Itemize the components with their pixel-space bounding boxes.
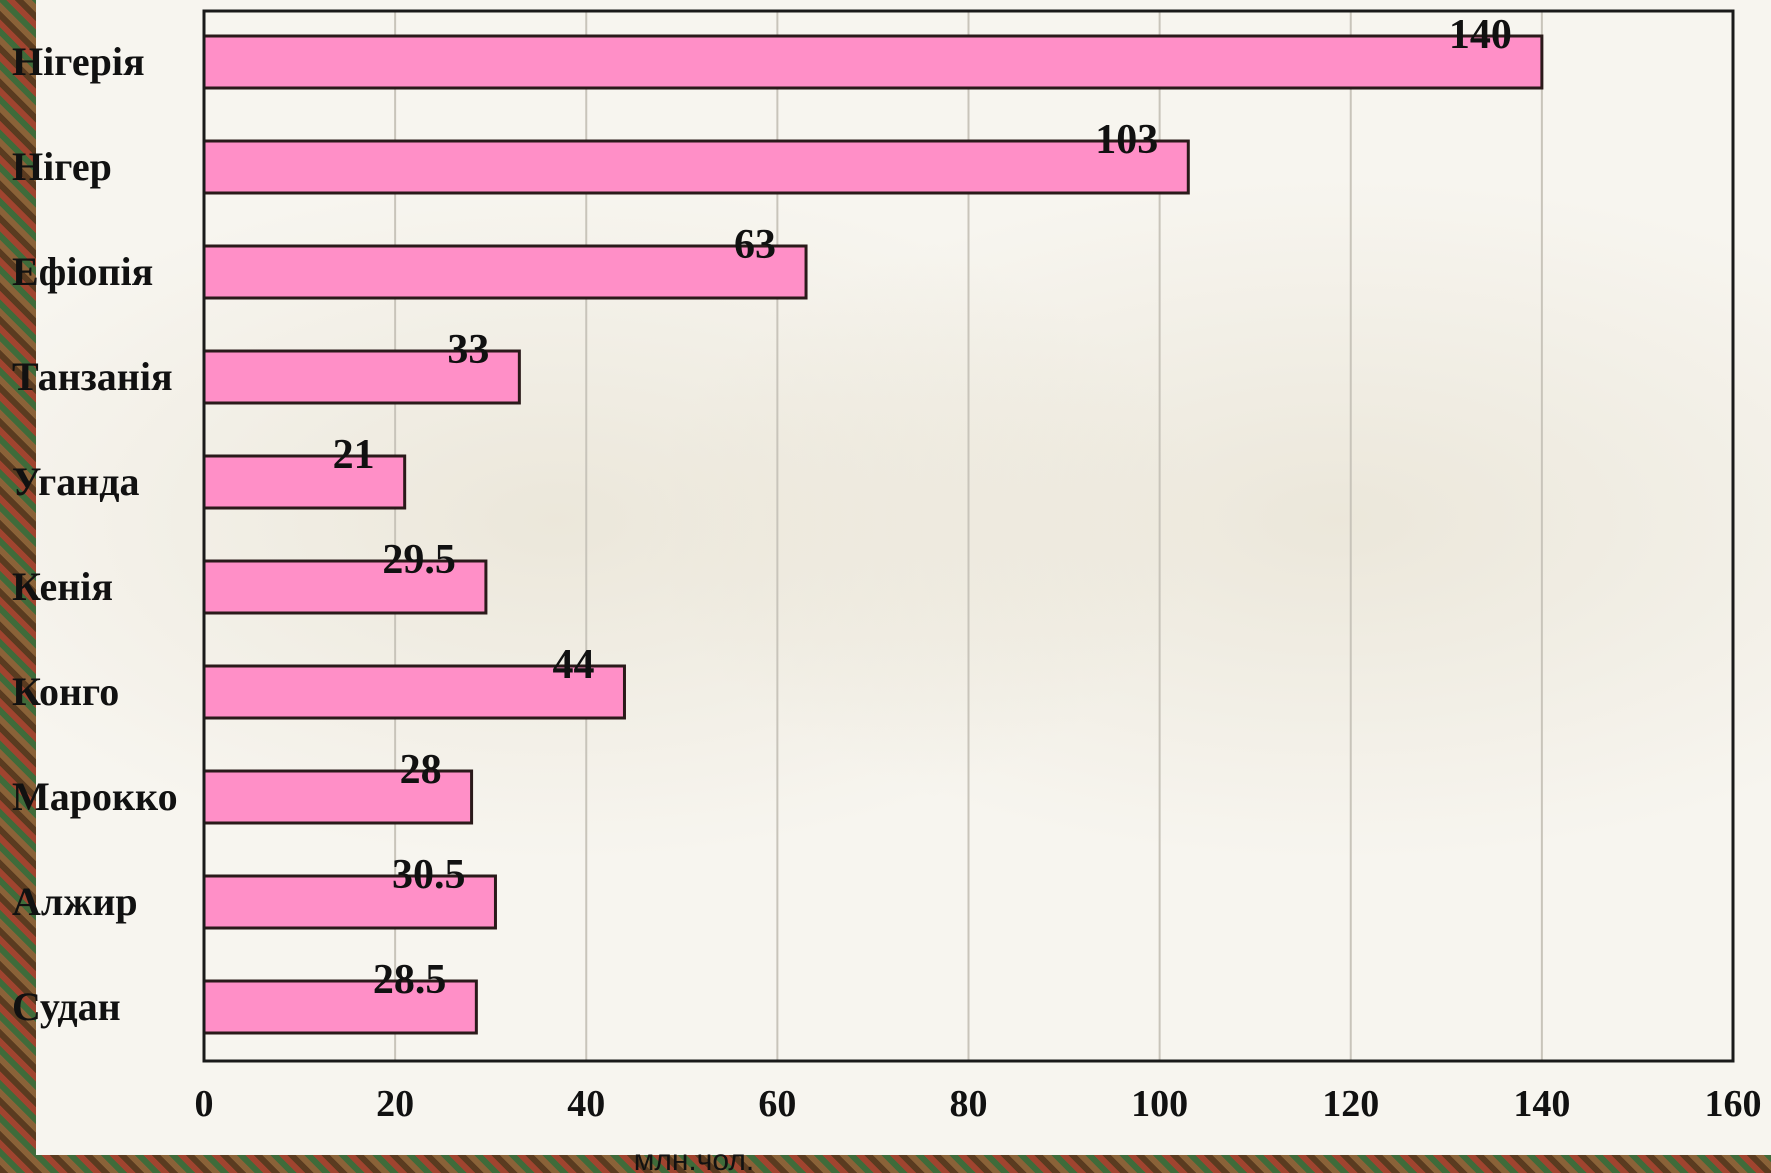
data-label: 63 [734,222,776,268]
bar [202,244,808,300]
x-tick-label: 160 [1705,1083,1762,1125]
category-labels: Нігерія Нігер Ефіопія Танзанія Уганда Кенія Ко… [12,39,178,1029]
x-tick-label: 40 [567,1083,605,1125]
category-label: Марокко [12,774,178,819]
category-label: Нігер [12,144,112,189]
data-label: 30.5 [392,852,466,898]
category-label: Конго [12,669,119,714]
data-label: 44 [552,642,594,688]
data-label: 21 [333,432,375,478]
data-label: 140 [1449,12,1512,58]
bar [202,34,1544,90]
category-label: Танзанія [12,354,173,399]
category-label: Судан [12,984,121,1029]
data-label: 28.5 [373,957,447,1003]
x-tick-label: 140 [1513,1083,1570,1125]
x-tick-label: 0 [195,1083,214,1125]
data-label: 28 [400,747,442,793]
category-label: Нігерія [12,39,145,84]
x-tick-label: 80 [950,1083,988,1125]
x-tick-label: 20 [376,1083,414,1125]
x-tick-label: 120 [1322,1083,1379,1125]
category-label: Уганда [12,459,140,504]
bar [202,139,1190,195]
category-label: Ефіопія [12,249,153,294]
data-label: 33 [447,327,489,373]
data-label: 103 [1095,117,1158,163]
x-tick-label: 100 [1131,1083,1188,1125]
data-label: 29.5 [382,537,456,583]
data-labels: 140 103 63 33 21 29.5 44 28 30.5 28.5 [333,12,1512,1003]
plot-area [202,9,1735,1063]
bar [202,874,497,930]
category-label: Кенія [12,564,113,609]
x-tick-label: 60 [758,1083,796,1125]
category-label: Алжир [12,879,138,924]
x-tick-labels: 0 20 40 60 80 100 120 140 160 [195,1083,1762,1125]
x-axis-title: млн.чол. [634,1144,755,1173]
bar [202,349,521,405]
bars [202,34,1544,1035]
